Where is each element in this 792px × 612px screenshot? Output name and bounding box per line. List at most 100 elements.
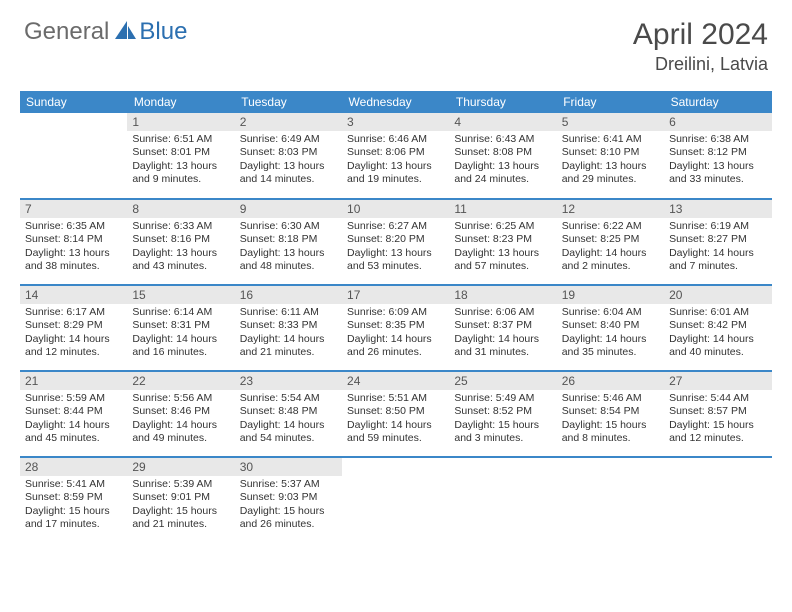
day-number: 8 bbox=[127, 200, 234, 218]
calendar-cell: 9Sunrise: 6:30 AMSunset: 8:18 PMDaylight… bbox=[235, 199, 342, 285]
calendar-cell: 28Sunrise: 5:41 AMSunset: 8:59 PMDayligh… bbox=[20, 457, 127, 543]
calendar-cell bbox=[664, 457, 771, 543]
logo-text-general: General bbox=[24, 18, 109, 46]
day-body: Sunrise: 5:37 AMSunset: 9:03 PMDaylight:… bbox=[235, 476, 342, 536]
day-body: Sunrise: 5:59 AMSunset: 8:44 PMDaylight:… bbox=[20, 390, 127, 450]
logo-sail-icon bbox=[113, 19, 137, 46]
weekday-saturday: Saturday bbox=[664, 91, 771, 113]
calendar-cell: 18Sunrise: 6:06 AMSunset: 8:37 PMDayligh… bbox=[449, 285, 556, 371]
day-number: 13 bbox=[664, 200, 771, 218]
day-number: 11 bbox=[449, 200, 556, 218]
day-body: Sunrise: 6:43 AMSunset: 8:08 PMDaylight:… bbox=[449, 131, 556, 191]
day-number: 25 bbox=[449, 372, 556, 390]
day-number: 4 bbox=[449, 113, 556, 131]
calendar-cell: 17Sunrise: 6:09 AMSunset: 8:35 PMDayligh… bbox=[342, 285, 449, 371]
day-number: 23 bbox=[235, 372, 342, 390]
day-body: Sunrise: 6:33 AMSunset: 8:16 PMDaylight:… bbox=[127, 218, 234, 278]
day-number: 15 bbox=[127, 286, 234, 304]
day-body: Sunrise: 6:38 AMSunset: 8:12 PMDaylight:… bbox=[664, 131, 771, 191]
calendar-cell: 8Sunrise: 6:33 AMSunset: 8:16 PMDaylight… bbox=[127, 199, 234, 285]
calendar-cell bbox=[449, 457, 556, 543]
day-number: 29 bbox=[127, 458, 234, 476]
day-number: 9 bbox=[235, 200, 342, 218]
calendar-cell bbox=[557, 457, 664, 543]
calendar-cell: 5Sunrise: 6:41 AMSunset: 8:10 PMDaylight… bbox=[557, 113, 664, 199]
calendar-cell: 12Sunrise: 6:22 AMSunset: 8:25 PMDayligh… bbox=[557, 199, 664, 285]
day-body: Sunrise: 6:01 AMSunset: 8:42 PMDaylight:… bbox=[664, 304, 771, 364]
calendar-cell: 3Sunrise: 6:46 AMSunset: 8:06 PMDaylight… bbox=[342, 113, 449, 199]
calendar-cell: 15Sunrise: 6:14 AMSunset: 8:31 PMDayligh… bbox=[127, 285, 234, 371]
weekday-sunday: Sunday bbox=[20, 91, 127, 113]
calendar: Sunday Monday Tuesday Wednesday Thursday… bbox=[20, 91, 772, 543]
day-number: 22 bbox=[127, 372, 234, 390]
day-body: Sunrise: 6:06 AMSunset: 8:37 PMDaylight:… bbox=[449, 304, 556, 364]
title-block: April 2024 Dreilini, Latvia bbox=[633, 18, 768, 75]
calendar-cell: 13Sunrise: 6:19 AMSunset: 8:27 PMDayligh… bbox=[664, 199, 771, 285]
calendar-cell: 11Sunrise: 6:25 AMSunset: 8:23 PMDayligh… bbox=[449, 199, 556, 285]
header: General Blue April 2024 Dreilini, Latvia bbox=[0, 0, 792, 85]
weekday-monday: Monday bbox=[127, 91, 234, 113]
day-number: 19 bbox=[557, 286, 664, 304]
month-title: April 2024 bbox=[633, 18, 768, 52]
day-body: Sunrise: 5:49 AMSunset: 8:52 PMDaylight:… bbox=[449, 390, 556, 450]
calendar-cell bbox=[20, 113, 127, 199]
day-number: 7 bbox=[20, 200, 127, 218]
day-body: Sunrise: 6:41 AMSunset: 8:10 PMDaylight:… bbox=[557, 131, 664, 191]
day-body: Sunrise: 5:44 AMSunset: 8:57 PMDaylight:… bbox=[664, 390, 771, 450]
day-number: 27 bbox=[664, 372, 771, 390]
calendar-row: 1Sunrise: 6:51 AMSunset: 8:01 PMDaylight… bbox=[20, 113, 772, 199]
calendar-row: 21Sunrise: 5:59 AMSunset: 8:44 PMDayligh… bbox=[20, 371, 772, 457]
calendar-cell: 19Sunrise: 6:04 AMSunset: 8:40 PMDayligh… bbox=[557, 285, 664, 371]
calendar-cell: 22Sunrise: 5:56 AMSunset: 8:46 PMDayligh… bbox=[127, 371, 234, 457]
day-body: Sunrise: 6:09 AMSunset: 8:35 PMDaylight:… bbox=[342, 304, 449, 364]
calendar-cell: 2Sunrise: 6:49 AMSunset: 8:03 PMDaylight… bbox=[235, 113, 342, 199]
day-body: Sunrise: 6:14 AMSunset: 8:31 PMDaylight:… bbox=[127, 304, 234, 364]
day-body: Sunrise: 6:27 AMSunset: 8:20 PMDaylight:… bbox=[342, 218, 449, 278]
day-number: 3 bbox=[342, 113, 449, 131]
day-number: 26 bbox=[557, 372, 664, 390]
calendar-cell: 14Sunrise: 6:17 AMSunset: 8:29 PMDayligh… bbox=[20, 285, 127, 371]
day-number: 20 bbox=[664, 286, 771, 304]
day-body: Sunrise: 6:11 AMSunset: 8:33 PMDaylight:… bbox=[235, 304, 342, 364]
day-body: Sunrise: 5:39 AMSunset: 9:01 PMDaylight:… bbox=[127, 476, 234, 536]
calendar-cell: 10Sunrise: 6:27 AMSunset: 8:20 PMDayligh… bbox=[342, 199, 449, 285]
day-body: Sunrise: 6:51 AMSunset: 8:01 PMDaylight:… bbox=[127, 131, 234, 191]
calendar-cell: 20Sunrise: 6:01 AMSunset: 8:42 PMDayligh… bbox=[664, 285, 771, 371]
day-number: 2 bbox=[235, 113, 342, 131]
day-body: Sunrise: 6:17 AMSunset: 8:29 PMDaylight:… bbox=[20, 304, 127, 364]
day-number: 6 bbox=[664, 113, 771, 131]
day-number: 18 bbox=[449, 286, 556, 304]
day-number: 5 bbox=[557, 113, 664, 131]
weekday-header-row: Sunday Monday Tuesday Wednesday Thursday… bbox=[20, 91, 772, 113]
calendar-cell: 21Sunrise: 5:59 AMSunset: 8:44 PMDayligh… bbox=[20, 371, 127, 457]
calendar-cell: 16Sunrise: 6:11 AMSunset: 8:33 PMDayligh… bbox=[235, 285, 342, 371]
calendar-row: 28Sunrise: 5:41 AMSunset: 8:59 PMDayligh… bbox=[20, 457, 772, 543]
day-number: 10 bbox=[342, 200, 449, 218]
day-body: Sunrise: 6:19 AMSunset: 8:27 PMDaylight:… bbox=[664, 218, 771, 278]
day-body: Sunrise: 6:25 AMSunset: 8:23 PMDaylight:… bbox=[449, 218, 556, 278]
day-number: 24 bbox=[342, 372, 449, 390]
day-body: Sunrise: 6:46 AMSunset: 8:06 PMDaylight:… bbox=[342, 131, 449, 191]
weekday-thursday: Thursday bbox=[449, 91, 556, 113]
calendar-row: 14Sunrise: 6:17 AMSunset: 8:29 PMDayligh… bbox=[20, 285, 772, 371]
calendar-cell: 29Sunrise: 5:39 AMSunset: 9:01 PMDayligh… bbox=[127, 457, 234, 543]
weekday-wednesday: Wednesday bbox=[342, 91, 449, 113]
day-body: Sunrise: 5:51 AMSunset: 8:50 PMDaylight:… bbox=[342, 390, 449, 450]
calendar-row: 7Sunrise: 6:35 AMSunset: 8:14 PMDaylight… bbox=[20, 199, 772, 285]
calendar-cell: 30Sunrise: 5:37 AMSunset: 9:03 PMDayligh… bbox=[235, 457, 342, 543]
day-body: Sunrise: 6:35 AMSunset: 8:14 PMDaylight:… bbox=[20, 218, 127, 278]
day-body: Sunrise: 6:22 AMSunset: 8:25 PMDaylight:… bbox=[557, 218, 664, 278]
calendar-cell bbox=[342, 457, 449, 543]
day-body: Sunrise: 5:54 AMSunset: 8:48 PMDaylight:… bbox=[235, 390, 342, 450]
logo-text-blue: Blue bbox=[139, 18, 187, 46]
day-number: 30 bbox=[235, 458, 342, 476]
day-number: 12 bbox=[557, 200, 664, 218]
day-number: 17 bbox=[342, 286, 449, 304]
day-body: Sunrise: 5:56 AMSunset: 8:46 PMDaylight:… bbox=[127, 390, 234, 450]
logo: General Blue bbox=[24, 18, 187, 46]
calendar-cell: 6Sunrise: 6:38 AMSunset: 8:12 PMDaylight… bbox=[664, 113, 771, 199]
day-body: Sunrise: 6:49 AMSunset: 8:03 PMDaylight:… bbox=[235, 131, 342, 191]
location: Dreilini, Latvia bbox=[633, 54, 768, 75]
calendar-cell: 1Sunrise: 6:51 AMSunset: 8:01 PMDaylight… bbox=[127, 113, 234, 199]
calendar-cell: 26Sunrise: 5:46 AMSunset: 8:54 PMDayligh… bbox=[557, 371, 664, 457]
